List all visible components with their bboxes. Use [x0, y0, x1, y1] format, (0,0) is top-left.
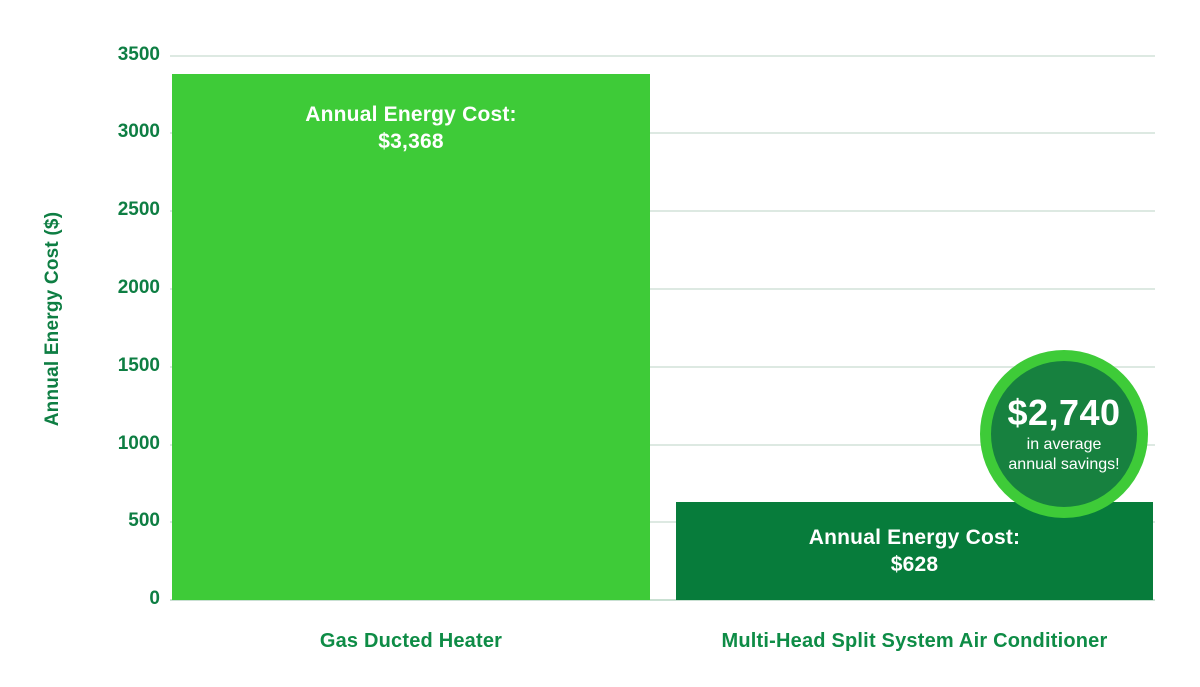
gridline-500 — [170, 521, 1155, 523]
bar-label-line2: $628 — [890, 553, 939, 576]
gridline-2500 — [170, 210, 1155, 212]
y-tick-3000: 3000 — [117, 121, 160, 142]
gridline-3000 — [170, 132, 1155, 134]
savings-caption: in average annual savings! — [1008, 435, 1119, 475]
savings-amount: $2,740 — [1007, 391, 1121, 433]
x-axis-baseline — [170, 599, 1155, 601]
y-tick-2500: 2500 — [117, 199, 160, 220]
x-category-multi-head-split-system: Multi-Head Split System Air Conditioner — [721, 630, 1108, 652]
savings-caption-line1: in average — [1026, 435, 1102, 453]
gridline-1500 — [170, 366, 1155, 368]
bar-gas-ducted-heater: Annual Energy Cost: $3,368 — [172, 74, 650, 600]
bar-value-label: Annual Energy Cost: $3,368 — [172, 101, 650, 155]
gridline-2000 — [170, 288, 1155, 290]
y-tick-500: 500 — [128, 510, 160, 531]
y-tick-1500: 1500 — [117, 355, 160, 376]
y-tick-1000: 1000 — [117, 433, 160, 454]
savings-badge: $2,740 in average annual savings! — [980, 350, 1148, 518]
gridline-1000 — [170, 444, 1155, 446]
bar-label-line2: $3,368 — [378, 130, 444, 153]
x-category-gas-ducted-heater: Gas Ducted Heater — [319, 630, 503, 652]
savings-caption-line2: annual savings! — [1008, 455, 1120, 473]
bar-multi-head-split-system: Annual Energy Cost: $628 — [676, 502, 1153, 600]
bar-label-line1: Annual Energy Cost: — [808, 526, 1021, 549]
y-tick-2000: 2000 — [117, 277, 160, 298]
y-tick-3500: 3500 — [117, 44, 160, 65]
gridline-3500 — [170, 55, 1155, 57]
bar-value-label: Annual Energy Cost: $628 — [676, 524, 1153, 578]
bar-label-line1: Annual Energy Cost: — [305, 103, 517, 126]
y-tick-0: 0 — [149, 588, 160, 609]
